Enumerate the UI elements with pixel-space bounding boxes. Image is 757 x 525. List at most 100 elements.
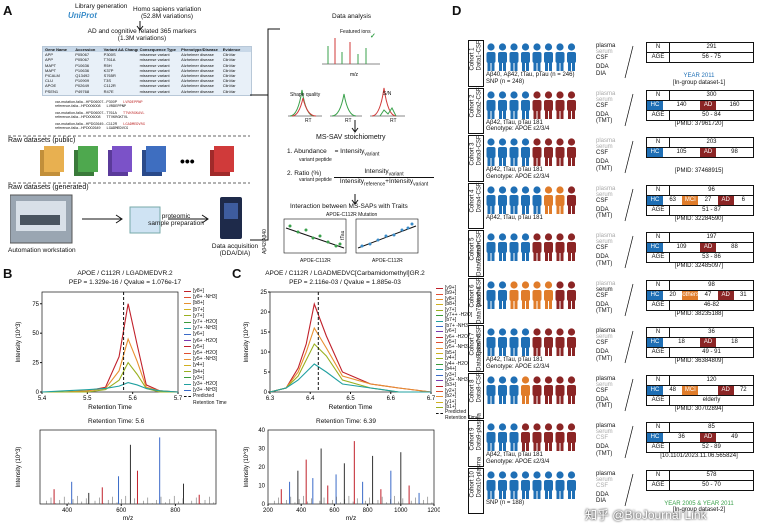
- y-tick-label: 75: [32, 302, 39, 308]
- group-row: HC 140 AD 160: [647, 100, 753, 111]
- divider-slash: [624, 140, 634, 174]
- group-row: HC 109 AD 88: [647, 243, 753, 253]
- rt-label-1: RT: [305, 118, 312, 124]
- legend-label: [y3+ -H2O]: [193, 381, 218, 388]
- person-icon: [567, 138, 576, 166]
- legend-swatch: [436, 374, 443, 376]
- ratio-den1: Intensity: [339, 178, 365, 186]
- scatter1-ylabel: Aβ42/Aβ40: [262, 229, 268, 254]
- acquisition-method: DDA (TMT): [596, 159, 612, 172]
- panel-b-ms2-chart: 400 600 800 m/z Intensity (10^3): [16, 429, 217, 522]
- group-label: others: [682, 290, 700, 300]
- legend-swatch: [184, 327, 191, 329]
- sample-type: plasma: [596, 185, 616, 192]
- cohort-reference: [PMID: 36384809]: [646, 358, 752, 365]
- legend-swatch: [184, 358, 191, 360]
- info-key: N: [647, 43, 670, 52]
- group-row: HC 105 AD 98: [647, 148, 753, 157]
- group-count: 18: [731, 339, 738, 345]
- legend-entry: [b4+]: [436, 366, 479, 372]
- legend-swatch: [184, 309, 191, 311]
- legend-entry: [y7+ -H2O]: [184, 319, 227, 325]
- person-icon: [532, 470, 542, 499]
- info-value: 46-82: [703, 301, 720, 308]
- cohort-people-icons: [486, 470, 576, 499]
- person-icon: [486, 43, 496, 71]
- variant-table: Gene Name Accession Variant AA Change Conse…: [42, 46, 252, 96]
- data-analysis-graphics: ✓ m/z: [288, 33, 405, 117]
- person-icon: [567, 233, 576, 261]
- file-icon: [210, 146, 234, 176]
- table-cell: P49768: [75, 88, 90, 94]
- legend-label: [y5+ -H2O]: [193, 350, 218, 357]
- cohort-name: Cohort 4: [469, 189, 476, 213]
- cohort-info-table: N 291 AGE 56 - 75: [646, 42, 754, 63]
- cohort-name: Cohort 3: [469, 142, 476, 166]
- legend-label: [y8+]: [445, 295, 456, 302]
- legend-swatch: [184, 383, 191, 385]
- acquisition-method: DDA (TMT): [596, 302, 612, 315]
- info-value: 98: [708, 281, 715, 288]
- person-icon: [498, 138, 507, 166]
- raw-generated-label: Raw datasets (generated): [8, 184, 89, 191]
- group-count: 18: [678, 339, 685, 345]
- divider-slash: [624, 473, 634, 506]
- group-label: AD: [717, 385, 734, 395]
- person-icon: [498, 90, 507, 119]
- info-value: 291: [706, 44, 717, 50]
- abundance-sub: variant peptide: [299, 157, 332, 164]
- person-icon: [567, 90, 576, 119]
- cohort-info-table: N 197 HC 109 AD 88 AGE 53 - 86: [646, 232, 754, 263]
- cohort-traits: Aβ42, tTau, pTau 181 Genotype: APOE ε2/3/…: [486, 452, 549, 465]
- person-icon: [532, 423, 542, 451]
- legend-swatch: [436, 407, 443, 409]
- scatter2-xlabel: APOE-C112R: [372, 258, 403, 264]
- person-icon: [486, 328, 496, 356]
- arrow-down-icon: [351, 194, 359, 205]
- method-label: DDA: [596, 206, 609, 213]
- info-key: AGE: [647, 205, 670, 215]
- info-row: N 98: [647, 280, 753, 291]
- cohort-name: Cohort 1: [469, 47, 476, 71]
- table-row: APP P05067 P300S missense variant Alzheimer …: [43, 52, 251, 57]
- person-icon: [555, 138, 565, 166]
- traits-line2: Genotype: APOE ε2/3/4: [486, 363, 550, 370]
- table-cell: P02649: [75, 83, 90, 89]
- arrow-down-icon: [351, 120, 359, 133]
- person-icon: [521, 375, 530, 404]
- cohort-reference: [PMID: 32284590]: [646, 216, 752, 223]
- legend-entry: [y3+ -H2O]: [184, 381, 227, 387]
- person-icon: [532, 328, 542, 356]
- traits-line1: Aβ42, tTau, pTau 181: [486, 452, 543, 458]
- group-label: HC: [647, 338, 663, 347]
- person-icon: [486, 280, 496, 309]
- info-key: N: [647, 138, 670, 147]
- legend-label: [y6+]: [193, 331, 204, 338]
- person-icon: [544, 43, 553, 71]
- data-acquisition: Data acquisition (DDA/DIA): [205, 243, 265, 257]
- y-tick-label: 25: [260, 290, 267, 296]
- legend-entry: [b2+]: [436, 393, 479, 399]
- person-icon: [509, 90, 519, 119]
- legend-entry: [b3+]: [436, 382, 479, 388]
- person-icon: [555, 328, 565, 356]
- ratio-num-sub: variant: [388, 171, 404, 178]
- info-key: N: [647, 280, 670, 290]
- person-icon: [532, 185, 542, 214]
- ratio-den2-sub: variant: [413, 181, 429, 188]
- info-key: AGE: [647, 300, 670, 310]
- person-icon: [532, 375, 542, 404]
- group-count: [698, 386, 717, 395]
- cohort-label: Cohort 10 Data10-plasma: [468, 457, 484, 514]
- sample-type: CSF: [596, 55, 608, 61]
- acquisition-method: DDA (TMT): [596, 207, 612, 220]
- person-icon: [498, 280, 507, 309]
- legend-label: [y7+ -NH3]: [193, 325, 218, 332]
- group-label: AD: [700, 338, 716, 347]
- table-header-cell: Consequence Type: [139, 47, 176, 52]
- info-row: AGE 50 - 70: [647, 480, 753, 490]
- reference-line: YEAR 2005 & YEAR 2011: [664, 500, 734, 507]
- legend-label: [b8+]: [193, 300, 205, 307]
- ratio-sub: variant peptide: [299, 177, 332, 183]
- sequence-pair: var-mutation-falia...HPD06007...P300P LVR…: [55, 100, 195, 108]
